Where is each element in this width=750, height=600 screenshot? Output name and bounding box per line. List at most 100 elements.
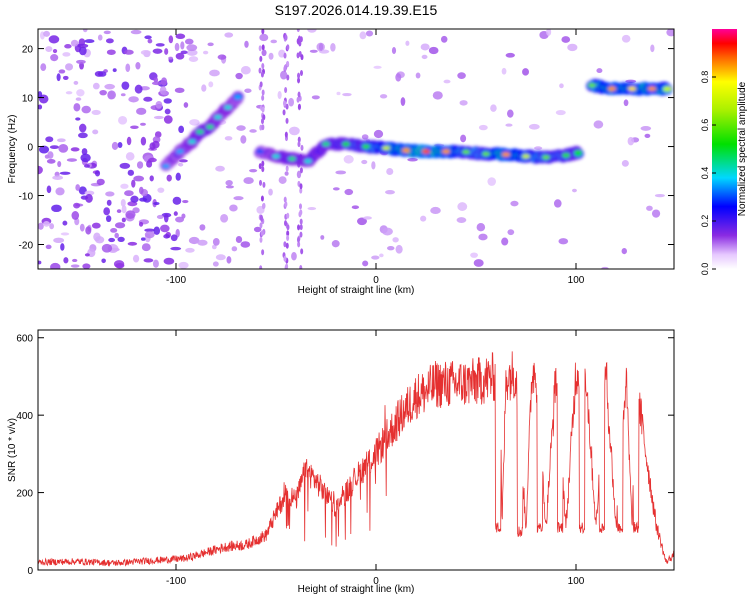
noise-blob (38, 222, 44, 230)
chart-title: S197.2026.014.19.39.E15 (275, 2, 438, 18)
noise-blob (153, 226, 161, 235)
noise-blob (188, 236, 200, 245)
streak-blob (285, 263, 289, 269)
noise-blob (473, 259, 484, 267)
noise-blob (66, 158, 78, 162)
noise-blob (140, 122, 146, 126)
noise-blob (99, 89, 107, 96)
noise-blob (522, 68, 530, 76)
noise-blob (460, 134, 467, 143)
noise-blob (253, 226, 262, 233)
noise-blob (70, 264, 80, 268)
streak-blob (259, 236, 263, 243)
streak-blob (296, 38, 300, 45)
streak-blob (299, 36, 303, 43)
noise-blob (120, 183, 129, 189)
noise-blob (510, 200, 519, 207)
noise-blob (56, 73, 61, 82)
streak-blob (261, 124, 265, 131)
noise-blob (284, 171, 289, 176)
noise-blob (85, 193, 93, 203)
noise-blob (103, 30, 111, 35)
noise-blob (157, 187, 165, 193)
noise-blob (62, 75, 69, 80)
colorbar: 0.0 0.2 0.4 0.6 0.8 Normalized spectral ampl… (700, 29, 748, 275)
snr-plot-area (38, 330, 674, 570)
noise-blob (161, 91, 169, 96)
noise-blob (123, 49, 134, 55)
noise-blob (343, 155, 354, 164)
streak-blob (297, 77, 301, 84)
streak-blob (286, 212, 290, 219)
noise-blob (288, 97, 295, 107)
noise-blob (208, 81, 214, 88)
noise-blob (342, 92, 352, 97)
colorbar-gradient (712, 29, 737, 269)
noise-blob (421, 54, 428, 60)
noise-blob (125, 210, 136, 219)
noise-blob (362, 260, 369, 267)
noise-blob (288, 126, 300, 136)
noise-blob (156, 214, 164, 220)
streak-blob (284, 86, 288, 93)
ridge-point (628, 86, 636, 91)
noise-blob (125, 152, 135, 161)
streak-blob (282, 109, 286, 116)
x-tick-label: 0 (373, 275, 379, 286)
noise-blob (459, 100, 468, 106)
noise-blob (443, 79, 451, 84)
snr-series-line (38, 351, 674, 568)
noise-blob (77, 43, 89, 49)
noise-blob (163, 98, 172, 104)
noise-blob (135, 61, 141, 70)
noise-blob (215, 254, 226, 261)
noise-blob (108, 237, 116, 243)
noise-blob (507, 109, 514, 118)
noise-blob (114, 222, 126, 229)
noise-blob (124, 190, 134, 197)
noise-blob (278, 176, 287, 184)
streak-blob (258, 67, 262, 74)
noise-blob (70, 39, 79, 47)
noise-blob (140, 49, 151, 55)
ridge-point (574, 150, 582, 155)
noise-blob (168, 35, 174, 44)
streak-blob (261, 249, 265, 256)
noise-blob (130, 125, 139, 130)
noise-blob (51, 204, 62, 213)
ridge-point (462, 149, 470, 155)
noise-blob (163, 115, 173, 124)
ridge-point (224, 105, 232, 110)
streak-blob (297, 241, 301, 248)
noise-blob (70, 147, 80, 152)
noise-blob (43, 220, 50, 227)
noise-blob (134, 84, 143, 94)
noise-blob (168, 56, 173, 60)
noise-blob (259, 33, 269, 42)
streak-blob (260, 230, 264, 237)
streak-blob (283, 64, 287, 71)
ridge-point (272, 154, 280, 159)
streak-blob (286, 234, 290, 241)
noise-blob (361, 159, 368, 165)
noise-blob (152, 259, 159, 268)
streak-blob (283, 241, 287, 248)
streak-blob (284, 34, 288, 41)
ridge-point (442, 149, 450, 154)
streak-blob (298, 203, 302, 210)
colorbar-tick-label: 0.0 (700, 263, 710, 276)
noise-blob (533, 146, 543, 150)
noise-blob (64, 44, 72, 49)
ridge-point (322, 141, 330, 147)
noise-blob (307, 29, 317, 33)
noise-blob (38, 91, 43, 99)
noise-blob (233, 196, 244, 201)
noise-blob (50, 54, 59, 62)
noise-blob (601, 266, 609, 269)
noise-blob (199, 224, 206, 231)
noise-blob (224, 32, 234, 38)
snr-ticks: -100 0 100 0 200 400 600 (16, 330, 674, 587)
noise-blob (151, 140, 160, 149)
spectrogram-xlabel: Height of straight line (km) (298, 285, 415, 296)
noise-blob (60, 243, 65, 251)
